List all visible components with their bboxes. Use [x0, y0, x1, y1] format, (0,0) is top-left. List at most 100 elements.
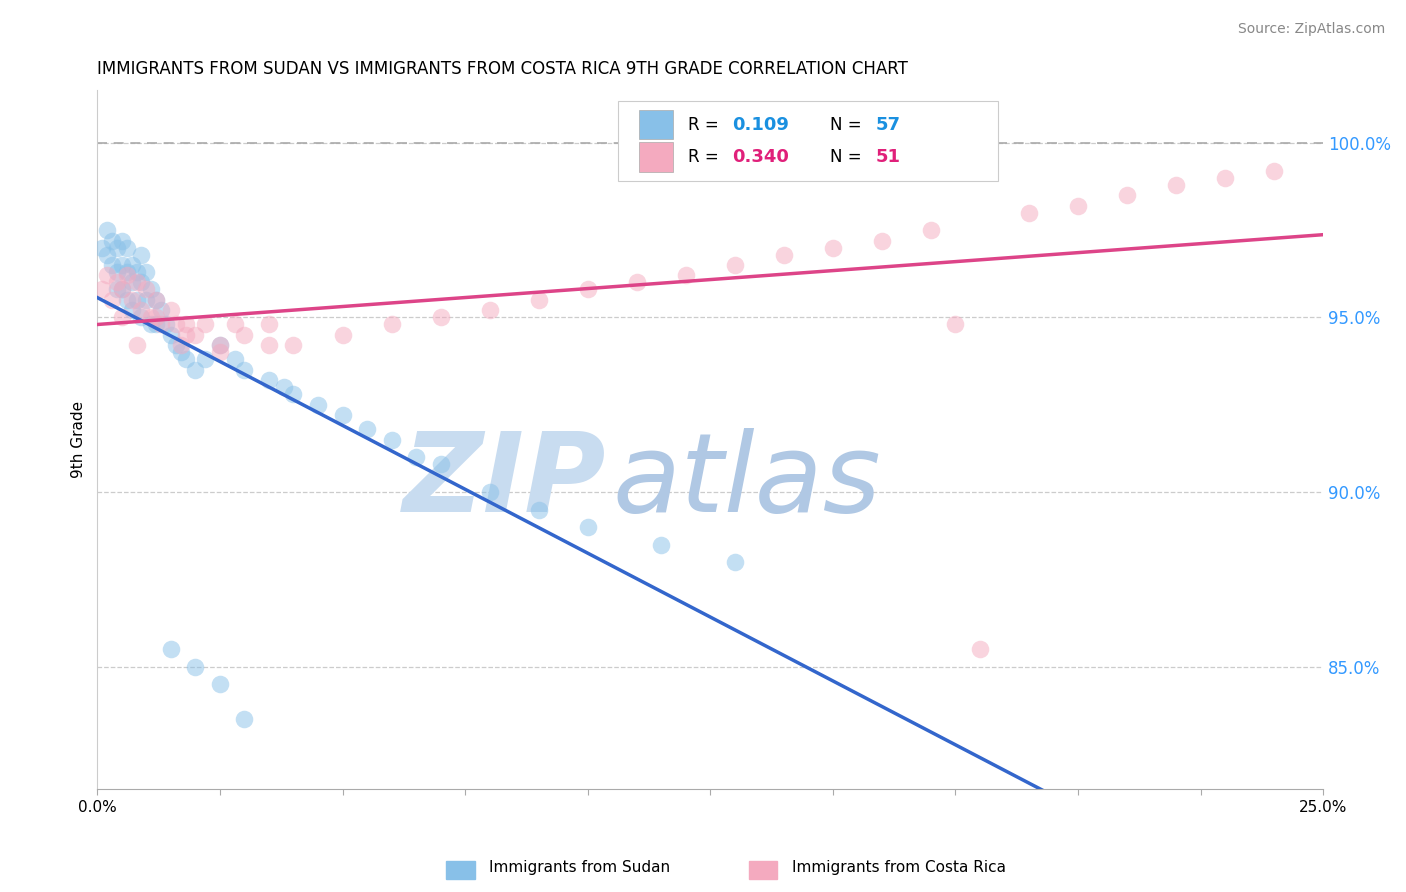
Point	[1213, 170, 1236, 185]
Point	[283, 338, 305, 352]
Point	[115, 268, 138, 283]
Point	[131, 303, 153, 318]
Text: Immigrants from Sudan: Immigrants from Sudan	[489, 860, 671, 874]
Point	[184, 363, 207, 377]
Point	[332, 327, 354, 342]
Point	[208, 345, 231, 359]
Point	[121, 258, 143, 272]
Point	[101, 234, 124, 248]
Text: 0.109: 0.109	[733, 116, 789, 134]
Point	[115, 240, 138, 254]
Point	[332, 409, 354, 423]
Point	[125, 293, 148, 307]
Point	[105, 276, 128, 290]
Point	[141, 318, 163, 332]
Point	[283, 387, 305, 401]
Point	[170, 345, 193, 359]
Point	[194, 318, 217, 332]
Point	[125, 265, 148, 279]
Point	[724, 258, 747, 272]
Point	[165, 338, 187, 352]
Point	[91, 282, 114, 296]
Point	[165, 318, 187, 332]
Text: 0.340: 0.340	[733, 148, 789, 166]
Point	[115, 265, 138, 279]
Bar	[640, 110, 673, 139]
Point	[208, 677, 231, 691]
Point	[307, 398, 329, 412]
Bar	[640, 143, 673, 172]
Text: ZIP: ZIP	[402, 428, 606, 535]
Point	[257, 373, 280, 387]
Point	[101, 258, 124, 272]
Point	[111, 310, 134, 325]
Point	[96, 268, 118, 283]
Point	[111, 234, 134, 248]
Point	[141, 310, 163, 325]
Text: IMMIGRANTS FROM SUDAN VS IMMIGRANTS FROM COSTA RICA 9TH GRADE CORRELATION CHART: IMMIGRANTS FROM SUDAN VS IMMIGRANTS FROM…	[97, 60, 908, 78]
Point	[208, 338, 231, 352]
Point	[121, 303, 143, 318]
Point	[121, 293, 143, 307]
Point	[131, 310, 153, 325]
Point	[920, 223, 942, 237]
Point	[478, 303, 501, 318]
Text: Source: ZipAtlas.com: Source: ZipAtlas.com	[1237, 22, 1385, 37]
Point	[174, 318, 197, 332]
Text: 51: 51	[876, 148, 901, 166]
Point	[429, 457, 451, 471]
Point	[115, 293, 138, 307]
Point	[380, 433, 402, 447]
Point	[145, 293, 167, 307]
Point	[576, 520, 599, 534]
Point	[208, 338, 231, 352]
Text: R =: R =	[688, 148, 724, 166]
FancyBboxPatch shape	[619, 101, 998, 181]
Point	[105, 282, 128, 296]
Point	[150, 318, 173, 332]
Point	[135, 282, 157, 296]
Point	[184, 660, 207, 674]
Point	[405, 450, 427, 465]
Point	[257, 318, 280, 332]
Point	[969, 642, 991, 657]
Y-axis label: 9th Grade: 9th Grade	[72, 401, 86, 478]
Point	[160, 642, 183, 657]
Bar	[749, 862, 778, 880]
Point	[273, 380, 295, 394]
Point	[174, 327, 197, 342]
Point	[257, 338, 280, 352]
Point	[870, 234, 893, 248]
Point	[233, 363, 256, 377]
Point	[1263, 163, 1285, 178]
Point	[356, 422, 378, 436]
Point	[105, 265, 128, 279]
Point	[527, 293, 550, 307]
Point	[224, 352, 246, 367]
Point	[135, 293, 157, 307]
Point	[174, 352, 197, 367]
Point	[105, 240, 128, 254]
Point	[125, 338, 148, 352]
Point	[429, 310, 451, 325]
Text: Immigrants from Costa Rica: Immigrants from Costa Rica	[792, 860, 1005, 874]
Point	[91, 240, 114, 254]
Point	[626, 276, 648, 290]
Point	[111, 282, 134, 296]
Point	[155, 318, 177, 332]
Point	[150, 303, 173, 318]
Point	[821, 240, 844, 254]
Point	[125, 276, 148, 290]
Point	[945, 318, 967, 332]
Point	[160, 327, 183, 342]
Point	[724, 555, 747, 569]
Point	[184, 327, 207, 342]
Point	[131, 247, 153, 261]
Point	[145, 310, 167, 325]
Point	[111, 258, 134, 272]
Text: N =: N =	[831, 148, 868, 166]
Point	[96, 223, 118, 237]
Point	[121, 276, 143, 290]
Point	[96, 247, 118, 261]
Point	[194, 352, 217, 367]
